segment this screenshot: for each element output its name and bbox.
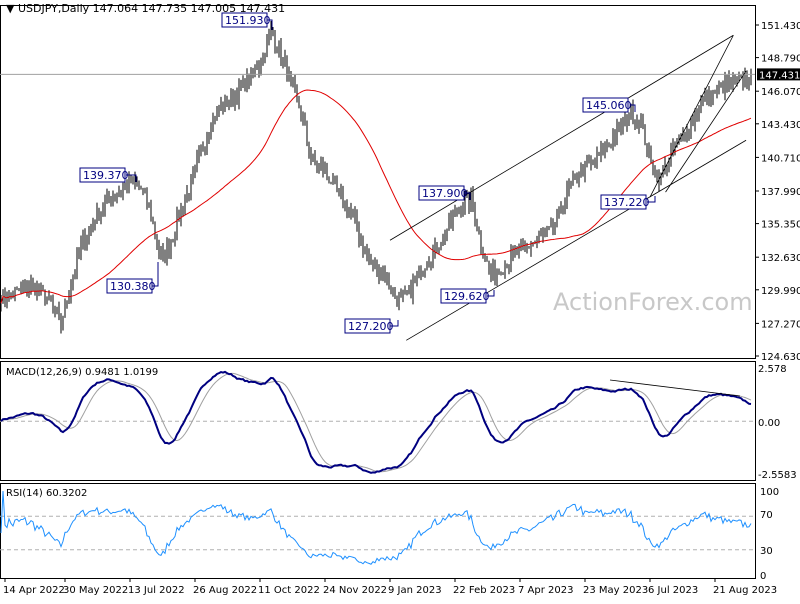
watermark-logo: ActionForex.com bbox=[553, 288, 753, 316]
annotation-label: 145.060 bbox=[586, 99, 632, 112]
trendline bbox=[665, 70, 747, 193]
annotation-leader bbox=[647, 196, 656, 203]
macd-tick-label: 0.00 bbox=[758, 418, 780, 429]
annotation-leader bbox=[464, 192, 471, 200]
price-tick-label: 140.710 bbox=[761, 153, 800, 164]
price-tick-label: 124.630 bbox=[761, 352, 800, 363]
price-tick-label: 132.630 bbox=[761, 253, 800, 264]
rsi-tick-label: 0 bbox=[760, 571, 766, 582]
date-tick-label: 13 Jul 2022 bbox=[128, 585, 185, 596]
last-price-badge bbox=[757, 68, 800, 81]
price-tick-label: 146.070 bbox=[761, 87, 800, 98]
macd-tick-label: 2.578 bbox=[758, 364, 787, 375]
annotation-label: 137.900 bbox=[422, 187, 468, 200]
trendline bbox=[389, 34, 734, 241]
annotation-leader bbox=[390, 320, 399, 327]
annotation-box bbox=[106, 278, 153, 294]
price-tick-label: 137.990 bbox=[761, 187, 800, 198]
macd-tick-label: -2.5583 bbox=[758, 470, 797, 481]
annotation-box bbox=[440, 288, 487, 304]
price-tick-label: 129.990 bbox=[761, 286, 800, 297]
rsi-tick-label: 100 bbox=[760, 487, 779, 498]
date-tick-label: 24 Nov 2022 bbox=[323, 585, 387, 596]
main-panel-frame bbox=[0, 5, 756, 359]
rsi-panel-frame bbox=[0, 483, 756, 579]
last-price-label: 147.431 bbox=[759, 70, 800, 81]
trendline bbox=[649, 35, 734, 198]
trendline bbox=[406, 139, 747, 341]
price-tick-label: 151.430 bbox=[761, 21, 800, 32]
annotation-leader bbox=[126, 174, 137, 182]
annotation-box bbox=[418, 185, 465, 201]
date-tick-label: 23 May 2023 bbox=[583, 585, 648, 596]
annotation-label: 130.380 bbox=[110, 280, 156, 293]
moving-average-line bbox=[0, 89, 752, 304]
annotation-leader bbox=[630, 104, 636, 112]
date-tick-label: 30 May 2022 bbox=[63, 585, 128, 596]
date-tick-label: 14 Apr 2022 bbox=[3, 585, 65, 596]
annotation-label: 151.930 bbox=[225, 14, 271, 27]
macd-main-line bbox=[0, 370, 752, 474]
rsi-tick-label: 30 bbox=[760, 546, 773, 557]
annotation-label: 127.200 bbox=[348, 320, 394, 333]
annotation-box bbox=[582, 97, 629, 113]
rsi-tick-label: 70 bbox=[760, 510, 773, 521]
date-tick-label: 21 Aug 2023 bbox=[713, 585, 777, 596]
date-tick-label: 11 Oct 2022 bbox=[258, 585, 320, 596]
rsi-label: RSI(14) 60.3202 bbox=[6, 488, 87, 499]
annotation-box bbox=[221, 12, 268, 28]
annotation-leader bbox=[487, 290, 495, 297]
annotation-box bbox=[344, 318, 391, 334]
price-tick-label: 143.430 bbox=[761, 120, 800, 131]
annotation-leader bbox=[266, 19, 273, 30]
symbol-title: USDJPY,Daily bbox=[17, 2, 90, 15]
macd-divergence-line bbox=[609, 379, 741, 397]
annotation-box bbox=[79, 167, 126, 183]
price-tick-label: 135.350 bbox=[761, 220, 800, 231]
date-tick-label: 9 Jan 2023 bbox=[388, 585, 442, 596]
chart-title-bar: ▼ USDJPY,Daily 147.064 147.735 147.005 1… bbox=[6, 2, 285, 15]
dropdown-triangle-icon[interactable]: ▼ bbox=[6, 2, 15, 15]
annotation-leader bbox=[152, 262, 159, 287]
annotation-label: 139.370 bbox=[83, 169, 129, 182]
date-tick-label: 26 Aug 2022 bbox=[193, 585, 257, 596]
rsi-line bbox=[0, 490, 752, 565]
macd-signal-line bbox=[0, 372, 752, 473]
annotation-label: 129.620 bbox=[444, 290, 490, 303]
annotation-box bbox=[600, 194, 647, 210]
price-tick-label: 127.270 bbox=[761, 319, 800, 330]
ohlc-readout: 147.064 147.735 147.005 147.431 bbox=[92, 2, 286, 15]
date-tick-label: 6 Jul 2023 bbox=[648, 585, 698, 596]
date-tick-label: 22 Feb 2023 bbox=[453, 585, 515, 596]
date-tick-label: 7 Apr 2023 bbox=[518, 585, 573, 596]
macd-label: MACD(12,26,9) 0.9481 1.0199 bbox=[6, 367, 158, 378]
price-tick-label: 148.790 bbox=[761, 54, 800, 65]
annotation-label: 137.220 bbox=[604, 196, 650, 209]
